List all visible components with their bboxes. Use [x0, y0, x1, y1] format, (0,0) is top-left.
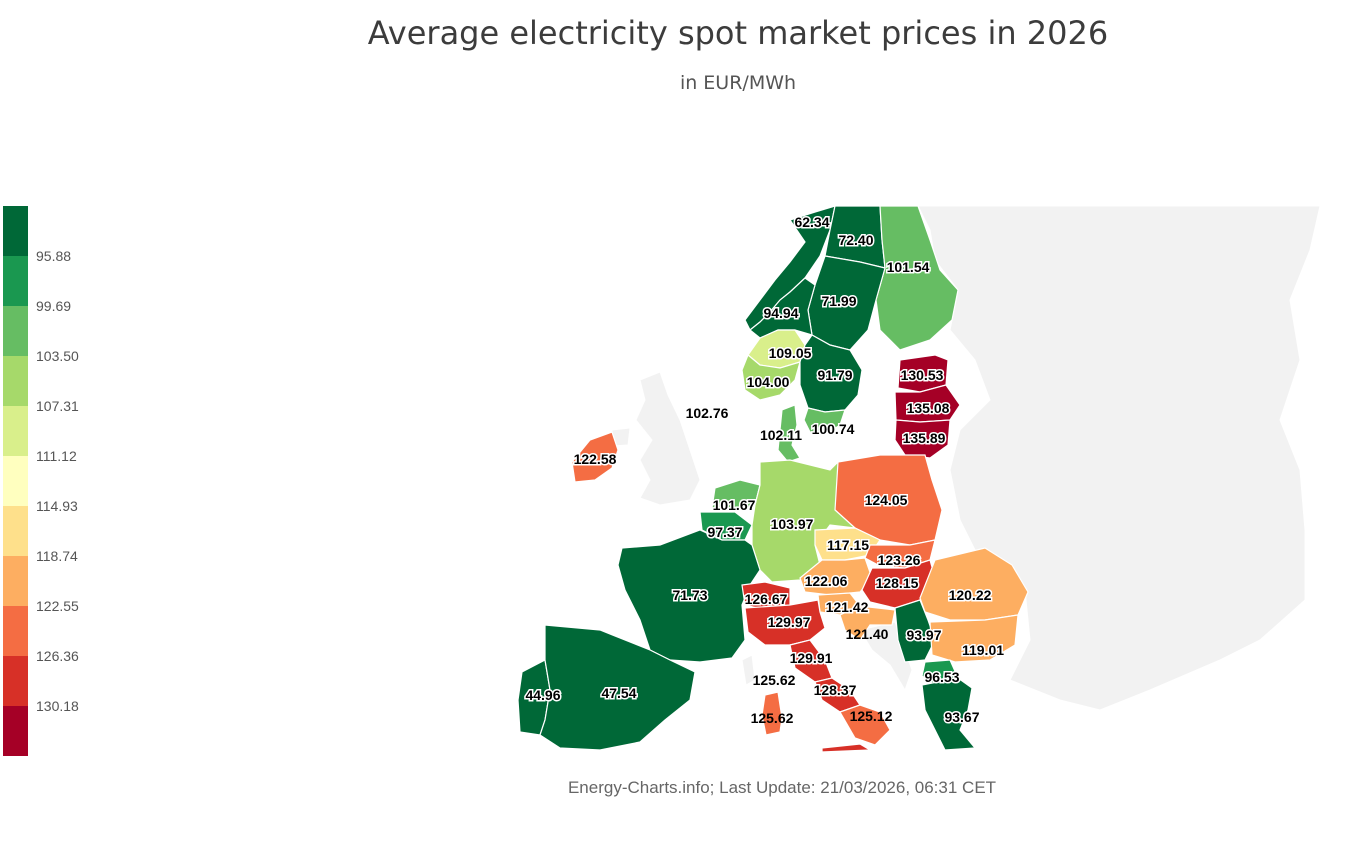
label-be: 97.37 — [707, 524, 742, 540]
label-es: 47.54 — [601, 685, 636, 701]
label-cz: 117.15 — [827, 537, 869, 553]
label-ch: 126.67 — [745, 591, 788, 607]
label-no3: 94.94 — [763, 305, 798, 321]
legend-threshold-label: 111.12 — [36, 448, 77, 464]
price-labels: 62.34 72.40 101.54 71.99 94.94 109.05 10… — [524, 213, 1006, 727]
legend-swatch — [3, 356, 28, 406]
label-gr: 93.67 — [944, 709, 979, 725]
label-nl: 101.67 — [713, 497, 756, 513]
chart-subtitle: in EUR/MWh — [679, 72, 797, 94]
label-no2: 104.00 — [747, 374, 790, 390]
region-fr[interactable] — [617, 529, 761, 663]
region-es[interactable] — [539, 624, 696, 751]
great-britain-land — [635, 371, 701, 506]
legend-threshold-label: 118.74 — [36, 548, 78, 564]
region-cz[interactable] — [814, 527, 881, 561]
label-de: 103.97 — [771, 516, 814, 532]
region-se4[interactable] — [803, 407, 846, 436]
label-ie: 122.58 — [574, 451, 617, 467]
label-it-csud: 128.37 — [814, 682, 857, 698]
legend-swatch — [3, 506, 28, 556]
label-dk1: 102.11 — [760, 427, 802, 443]
price-regions — [517, 205, 1029, 753]
label-pl: 124.05 — [865, 492, 908, 508]
label-it-sard-a: 125.62 — [753, 672, 796, 688]
source-credit: Energy-Charts.info; Last Update: 21/03/2… — [567, 778, 997, 797]
label-it-sard-b: 125.62 — [751, 710, 794, 726]
legend-threshold-label: 95.88 — [36, 248, 72, 264]
label-no4: 62.34 — [794, 214, 829, 230]
region-it-sard[interactable] — [761, 691, 783, 736]
label-se4: 100.74 — [812, 421, 855, 437]
legend-threshold-label: 114.93 — [36, 498, 78, 514]
label-bg: 119.01 — [962, 642, 1004, 658]
label-ee: 130.53 — [901, 367, 944, 383]
region-it-north[interactable] — [744, 599, 826, 646]
legend-swatch — [3, 306, 28, 356]
legend-swatch — [3, 456, 28, 506]
label-it-cnor: 129.91 — [790, 650, 833, 666]
region-no2[interactable] — [741, 354, 801, 401]
region-rs[interactable] — [894, 599, 936, 663]
label-hu: 128.15 — [876, 575, 919, 591]
region-ie[interactable] — [571, 431, 619, 483]
label-si: 121.42 — [826, 599, 869, 615]
legend-swatch — [3, 556, 28, 606]
label-mk: 96.53 — [924, 669, 959, 685]
label-no1: 109.05 — [769, 345, 812, 361]
label-ro: 120.22 — [949, 587, 992, 603]
label-lv: 135.08 — [907, 400, 950, 416]
legend-swatch — [3, 406, 28, 456]
label-gb: 102.76 — [686, 405, 729, 421]
legend-threshold-label: 130.18 — [36, 698, 79, 714]
label-at: 122.06 — [805, 573, 848, 589]
label-se1: 72.40 — [838, 232, 873, 248]
label-fi: 101.54 — [887, 259, 930, 275]
label-it-sud: 125.12 — [850, 708, 893, 724]
label-se2: 71.99 — [821, 293, 856, 309]
legend-threshold-label: 126.36 — [36, 648, 79, 664]
label-hr: 121.40 — [846, 626, 889, 642]
region-dk1[interactable] — [777, 404, 801, 463]
label-it-north: 129.97 — [768, 614, 811, 630]
label-lt: 135.89 — [903, 430, 946, 446]
chart-title: Average electricity spot market prices i… — [367, 14, 1109, 52]
legend-threshold-label: 107.31 — [36, 398, 79, 414]
region-hr[interactable] — [839, 605, 896, 641]
label-fr: 71.73 — [672, 587, 707, 603]
region-lt[interactable] — [894, 419, 951, 459]
legend-swatch — [3, 206, 28, 256]
region-bg[interactable] — [929, 614, 1019, 663]
legend-swatch — [3, 606, 28, 656]
label-pt: 44.96 — [525, 687, 560, 703]
legend-swatch — [3, 656, 28, 706]
legend-swatch — [3, 706, 28, 756]
label-rs: 93.97 — [906, 627, 941, 643]
legend-threshold-label: 99.69 — [36, 298, 72, 314]
color-legend — [3, 206, 28, 756]
region-it-sicily — [821, 743, 873, 753]
region-gr[interactable] — [921, 677, 977, 751]
label-se3: 91.79 — [817, 367, 852, 383]
region-it-sud[interactable] — [839, 704, 891, 746]
legend-threshold-label: 103.50 — [36, 348, 79, 364]
legend-swatch — [3, 256, 28, 306]
corsica-land — [741, 654, 756, 686]
legend-threshold-label: 122.55 — [36, 598, 79, 614]
label-sk: 123.26 — [878, 552, 921, 568]
